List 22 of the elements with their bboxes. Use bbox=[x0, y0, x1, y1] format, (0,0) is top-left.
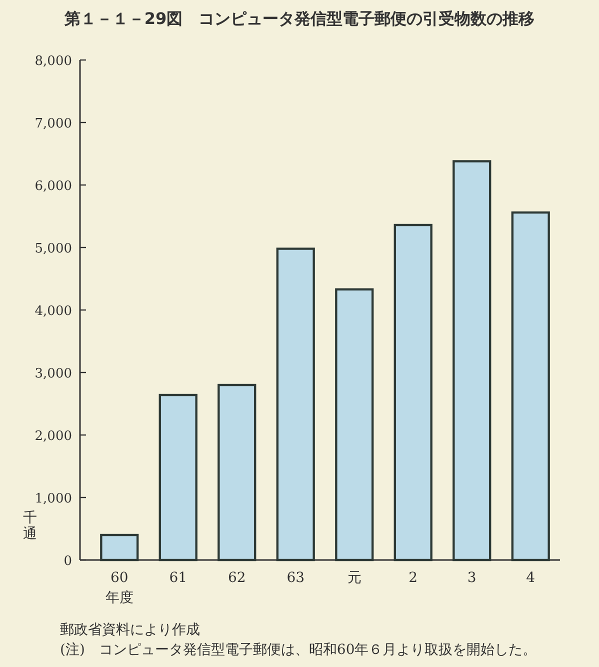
x-tick-label: 60 bbox=[110, 570, 128, 586]
x-tick-label: 2 bbox=[408, 570, 418, 586]
y-tick-label: 5,000 bbox=[34, 242, 72, 256]
y-tick-label: 1,000 bbox=[34, 492, 72, 506]
y-tick-label: 3,000 bbox=[34, 366, 72, 382]
y-tick-label: 0 bbox=[64, 554, 72, 569]
y-tick-label: 7,000 bbox=[34, 116, 72, 132]
x-tick-label: 3 bbox=[467, 570, 476, 586]
y-tick-label: 2,000 bbox=[34, 429, 72, 444]
y-tick-label: 6,000 bbox=[34, 179, 72, 194]
x-axis-title: 年度 bbox=[105, 590, 134, 606]
x-tick-label: 4 bbox=[526, 570, 536, 586]
y-axis-title: 千通 bbox=[23, 510, 37, 542]
text: 郵政省資料により作成 bbox=[60, 622, 200, 638]
x-tick-label: 61 bbox=[169, 570, 188, 586]
x-tick-label: 元 bbox=[347, 570, 362, 586]
y-tick-label: 8,000 bbox=[34, 54, 72, 69]
x-tick-label: 63 bbox=[286, 570, 305, 586]
text: (注) コンピュータ発信型電子郵便は、昭和60年６月より取扱を開始した。 bbox=[60, 642, 537, 658]
chart-title: 第１－１－29図 コンピュータ発信型電子郵便の引受物数の推移 bbox=[63, 9, 535, 28]
x-tick-label: 62 bbox=[228, 570, 246, 586]
y-tick-label: 4,000 bbox=[34, 304, 72, 319]
